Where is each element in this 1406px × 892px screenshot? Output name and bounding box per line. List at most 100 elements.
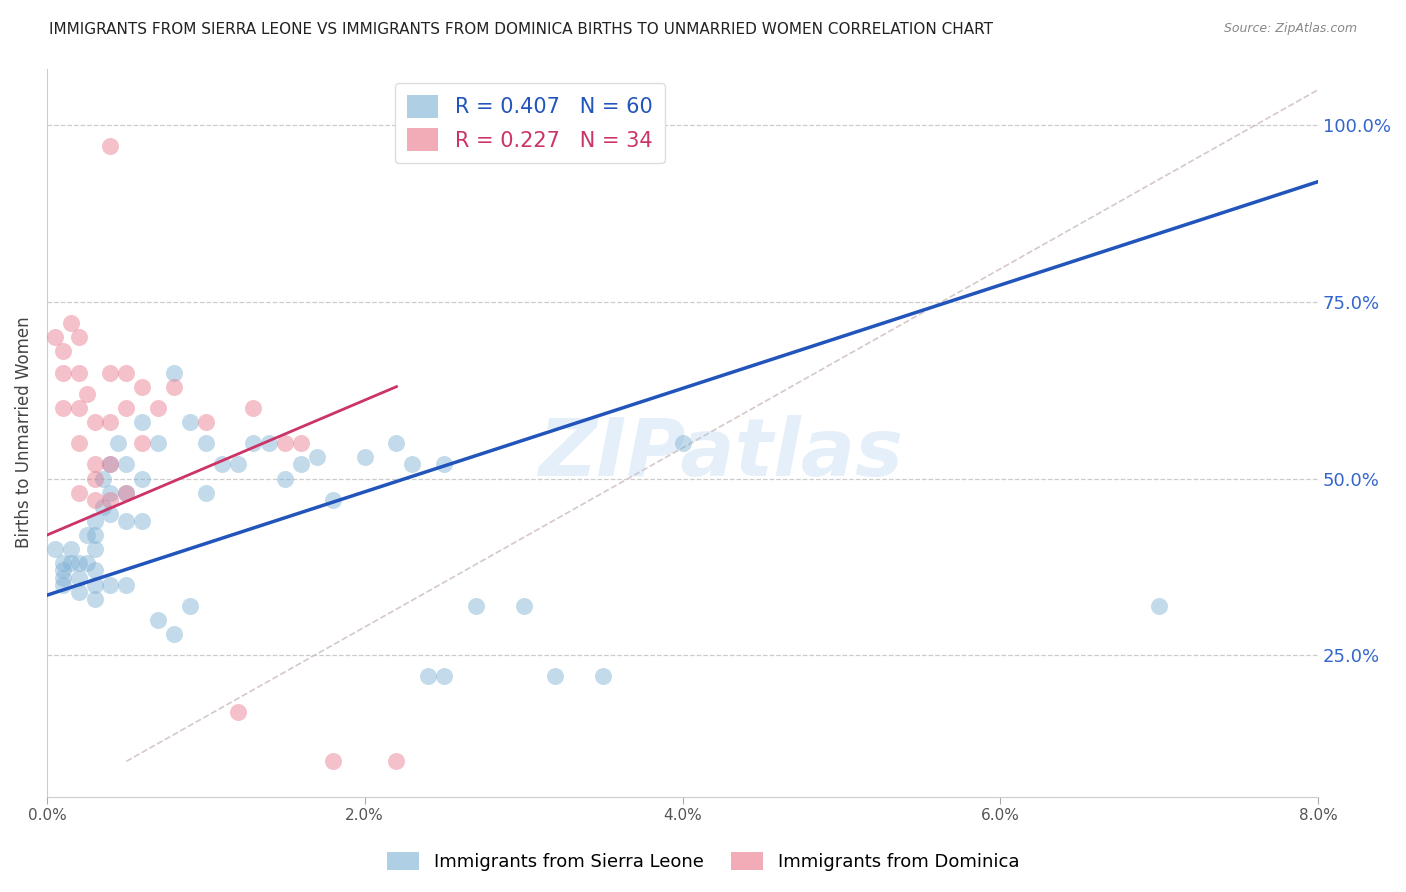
Point	[322, 492, 344, 507]
Point	[115, 514, 138, 528]
Point	[91, 471, 114, 485]
Legend: Immigrants from Sierra Leone, Immigrants from Dominica: Immigrants from Sierra Leone, Immigrants…	[380, 845, 1026, 879]
Point	[131, 471, 153, 485]
Point	[242, 401, 264, 415]
Point	[83, 471, 105, 485]
Point	[76, 386, 98, 401]
Point	[52, 564, 75, 578]
Point	[44, 330, 66, 344]
Point	[290, 436, 312, 450]
Point	[67, 401, 90, 415]
Point	[83, 591, 105, 606]
Point	[67, 557, 90, 571]
Point	[83, 415, 105, 429]
Point	[671, 436, 693, 450]
Text: ZIPatlas: ZIPatlas	[538, 416, 903, 493]
Point	[242, 436, 264, 450]
Point	[52, 577, 75, 591]
Point	[100, 577, 122, 591]
Point	[100, 485, 122, 500]
Point	[52, 570, 75, 584]
Point	[194, 436, 217, 450]
Point	[115, 458, 138, 472]
Point	[76, 557, 98, 571]
Point	[67, 570, 90, 584]
Point	[163, 627, 186, 641]
Point	[100, 415, 122, 429]
Point	[353, 450, 375, 465]
Point	[107, 436, 129, 450]
Point	[290, 458, 312, 472]
Point	[115, 401, 138, 415]
Point	[91, 500, 114, 514]
Point	[146, 613, 169, 627]
Point	[179, 415, 201, 429]
Point	[211, 458, 233, 472]
Point	[131, 415, 153, 429]
Point	[67, 436, 90, 450]
Point	[83, 577, 105, 591]
Point	[52, 366, 75, 380]
Point	[67, 366, 90, 380]
Point	[67, 584, 90, 599]
Point	[115, 366, 138, 380]
Point	[100, 507, 122, 521]
Point	[59, 316, 82, 330]
Point	[83, 492, 105, 507]
Point	[401, 458, 423, 472]
Point	[226, 458, 249, 472]
Point	[131, 379, 153, 393]
Point	[163, 366, 186, 380]
Point	[179, 599, 201, 613]
Point	[385, 755, 408, 769]
Point	[418, 669, 440, 683]
Point	[512, 599, 534, 613]
Point	[59, 557, 82, 571]
Point	[100, 458, 122, 472]
Y-axis label: Births to Unmarried Women: Births to Unmarried Women	[15, 317, 32, 549]
Point	[83, 564, 105, 578]
Point	[52, 344, 75, 359]
Point	[100, 139, 122, 153]
Point	[100, 492, 122, 507]
Point	[194, 415, 217, 429]
Point	[433, 458, 456, 472]
Point	[433, 669, 456, 683]
Point	[83, 458, 105, 472]
Point	[83, 542, 105, 557]
Point	[83, 528, 105, 542]
Point	[163, 379, 186, 393]
Point	[76, 528, 98, 542]
Point	[52, 401, 75, 415]
Point	[592, 669, 614, 683]
Text: Source: ZipAtlas.com: Source: ZipAtlas.com	[1223, 22, 1357, 36]
Point	[100, 458, 122, 472]
Point	[1147, 599, 1170, 613]
Point	[322, 755, 344, 769]
Point	[67, 330, 90, 344]
Point	[259, 436, 281, 450]
Point	[83, 514, 105, 528]
Point	[465, 599, 488, 613]
Point	[131, 514, 153, 528]
Point	[146, 401, 169, 415]
Point	[131, 436, 153, 450]
Point	[194, 485, 217, 500]
Point	[52, 557, 75, 571]
Point	[115, 485, 138, 500]
Point	[146, 436, 169, 450]
Point	[305, 450, 328, 465]
Point	[115, 485, 138, 500]
Point	[59, 542, 82, 557]
Point	[544, 669, 567, 683]
Point	[274, 436, 297, 450]
Point	[100, 366, 122, 380]
Point	[385, 436, 408, 450]
Point	[44, 542, 66, 557]
Text: IMMIGRANTS FROM SIERRA LEONE VS IMMIGRANTS FROM DOMINICA BIRTHS TO UNMARRIED WOM: IMMIGRANTS FROM SIERRA LEONE VS IMMIGRAN…	[49, 22, 993, 37]
Point	[274, 471, 297, 485]
Point	[226, 705, 249, 719]
Point	[115, 577, 138, 591]
Legend: R = 0.407   N = 60, R = 0.227   N = 34: R = 0.407 N = 60, R = 0.227 N = 34	[395, 83, 665, 163]
Point	[67, 485, 90, 500]
